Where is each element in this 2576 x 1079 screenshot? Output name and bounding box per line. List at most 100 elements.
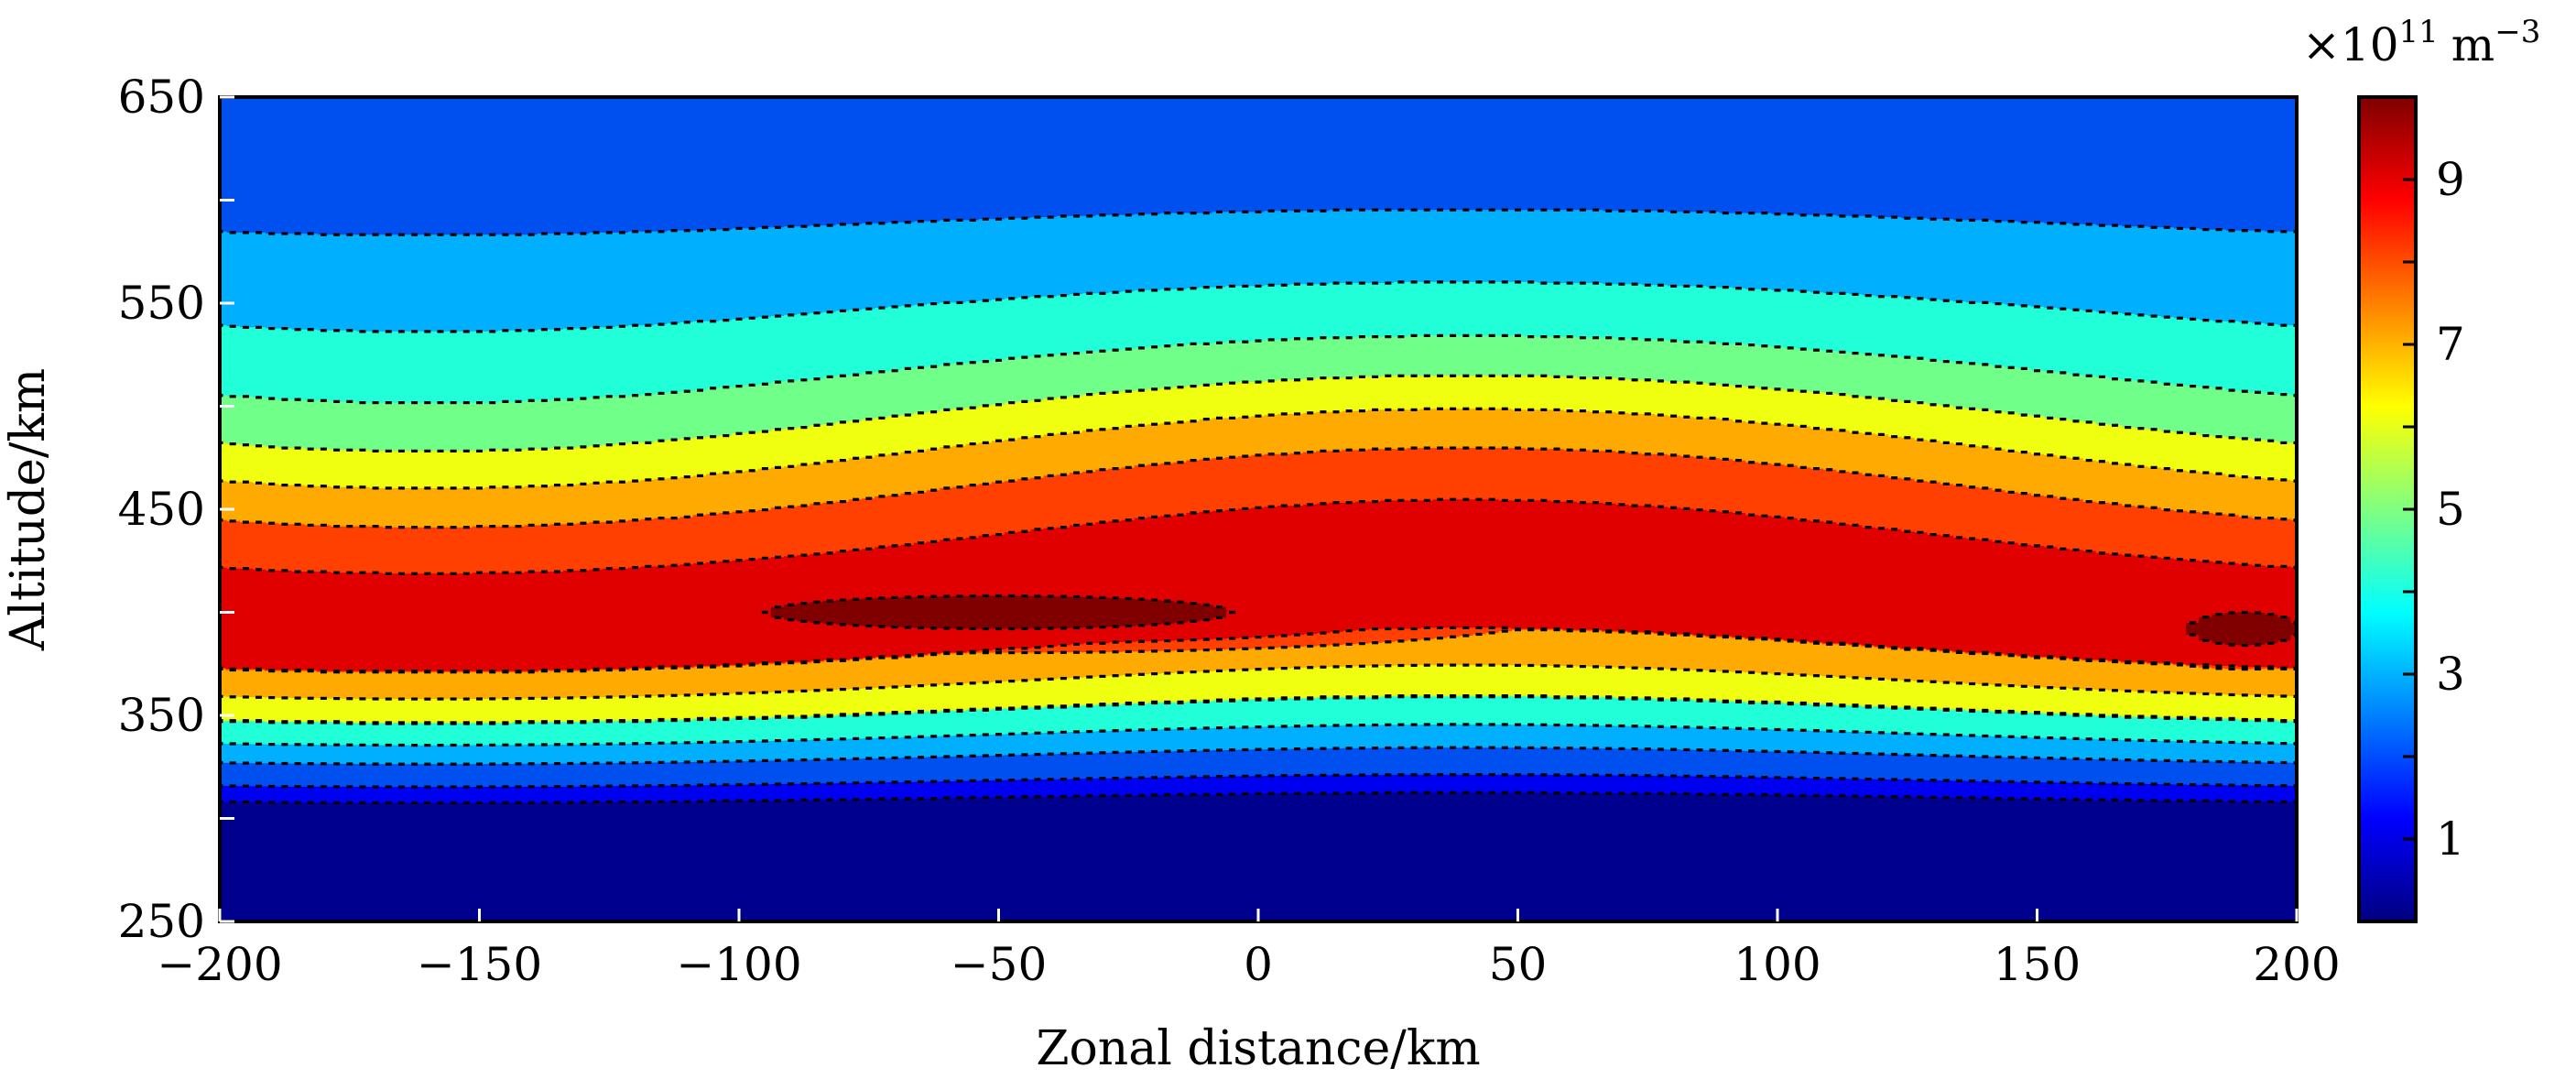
contour-line-seg-3 (1397, 208, 1405, 212)
contour-line-seg-3 (1891, 215, 1898, 219)
contour-line-seg-6 (1994, 709, 2002, 714)
contour-line-seg-10 (1164, 599, 1171, 603)
contour-line-seg-9 (670, 665, 678, 669)
contour-line-seg-1 (748, 799, 755, 802)
contour-line-seg-9 (502, 571, 509, 574)
contour-line-seg-7 (761, 691, 768, 694)
contour-line-seg-8 (1229, 455, 1236, 459)
contour-line-seg-4 (853, 736, 860, 740)
contour-line-seg-7 (307, 485, 314, 488)
contour-line-seg-7 (242, 695, 249, 699)
contour-line-seg-9 (1540, 627, 1548, 631)
contour-line-seg-3 (1994, 220, 2002, 223)
contour-line-seg-3 (1034, 752, 1041, 757)
contour-line-seg-6 (2280, 441, 2288, 444)
contour-line-seg-8 (397, 526, 405, 529)
contour-line-seg-8 (1216, 456, 1223, 460)
contour-line-seg-4 (2163, 739, 2170, 743)
contour-line-seg-5 (930, 365, 938, 368)
contour-line-seg-7 (2280, 478, 2288, 482)
contour-line-seg-9 (385, 572, 392, 575)
contour-line-seg-4 (1605, 724, 1613, 727)
contour-line-seg-2 (281, 785, 288, 789)
contour-line-seg-3 (294, 762, 301, 766)
contour-line-seg-10 (1125, 624, 1132, 628)
x-tick-label: −200 (157, 938, 282, 991)
contour-line-seg-1 (1657, 791, 1664, 795)
contour-line-seg-2 (2098, 781, 2105, 785)
contour-line-seg-8 (2176, 509, 2183, 513)
contour-line-seg-9 (1515, 498, 1521, 502)
contour-line-seg-10 (775, 605, 781, 609)
colorbar-tick-label: 1 (2436, 812, 2465, 866)
contour-line-seg-9 (2137, 659, 2145, 664)
contour-line-seg-4 (1488, 723, 1495, 726)
contour-line-seg-4 (1137, 289, 1145, 292)
contour-line-seg-4 (891, 305, 898, 309)
contour-line-seg-8 (761, 508, 768, 512)
contour-line-seg-8 (969, 484, 976, 487)
contour-line-seg-7 (255, 695, 262, 699)
contour-line-seg-8 (943, 486, 951, 490)
contour-line-seg-9 (2085, 550, 2092, 553)
contour-line-seg-2 (2072, 781, 2080, 785)
contour-line-seg-4 (1735, 287, 1742, 290)
contour-line-seg-9 (1320, 502, 1327, 506)
contour-line-seg-2 (943, 779, 951, 783)
contour-line-seg-9 (1073, 642, 1080, 646)
contour-line-seg-9 (697, 664, 703, 668)
contour-line-seg-10 (2228, 611, 2235, 615)
contour-line-seg-7 (775, 465, 781, 469)
contour-line-seg-3 (268, 761, 276, 765)
contour-line-seg-7 (462, 486, 470, 490)
contour-line-seg-9 (1099, 520, 1106, 524)
contour-line-seg-3 (853, 757, 860, 760)
contour-line-seg-6 (1553, 695, 1560, 699)
contour-line-seg-4 (865, 736, 873, 740)
contour-line-seg-3 (2112, 757, 2118, 761)
contour-line-seg-1 (853, 798, 860, 801)
contour-line-seg-9 (813, 552, 821, 556)
contour-line-seg-3 (2085, 223, 2092, 226)
contour-line-seg-6 (969, 406, 976, 409)
contour-line-seg-4 (1462, 280, 1470, 284)
contour-line-seg-9 (1137, 639, 1145, 643)
contour-line-seg-4 (1761, 727, 1768, 731)
contour-line-seg-6 (1073, 395, 1080, 398)
contour-line-seg-7 (2112, 462, 2118, 465)
contour-line-seg-9 (2034, 544, 2040, 548)
contour-line-seg-3 (761, 758, 768, 762)
contour-line-seg-1 (1605, 791, 1613, 795)
contour-line-seg-7 (1202, 670, 1210, 673)
contour-line-seg-7 (2280, 694, 2288, 698)
contour-line-seg-6 (2112, 423, 2118, 427)
contour-line-seg-4 (2228, 740, 2235, 745)
contour-line-seg-3 (592, 231, 600, 234)
contour-line-seg-1 (2007, 797, 2015, 801)
contour-line-seg-6 (878, 712, 886, 715)
contour-line-seg-6 (1450, 374, 1457, 377)
contour-line-seg-7 (1877, 677, 1885, 681)
contour-line-seg-5 (1385, 335, 1392, 339)
contour-line-seg-3 (385, 762, 392, 766)
contour-line-seg-3 (1748, 212, 1755, 215)
contour-line-seg-7 (1982, 445, 1989, 449)
contour-line-seg-6 (1799, 701, 1807, 705)
contour-line-seg-6 (2034, 711, 2040, 714)
contour-line-seg-3 (502, 762, 509, 766)
contour-line-seg-6 (437, 721, 444, 725)
contour-line-seg-9 (1864, 643, 1872, 648)
contour-line-seg-8 (645, 518, 652, 521)
contour-line-seg-4 (476, 743, 483, 747)
contour-line-seg-7 (2085, 459, 2092, 463)
contour-line-seg-4 (1799, 728, 1807, 732)
contour-line-seg-5 (1891, 354, 1898, 358)
contour-line-seg-8 (1579, 448, 1586, 452)
contour-line-seg-10 (891, 626, 898, 629)
contour-line-seg-10 (1060, 594, 1067, 598)
contour-line-seg-9 (1125, 518, 1132, 522)
contour-line-seg-3 (320, 233, 327, 236)
contour-line-seg-9 (592, 667, 600, 670)
contour-line-seg-9 (1929, 648, 1937, 651)
contour-line-seg-7 (346, 485, 353, 489)
